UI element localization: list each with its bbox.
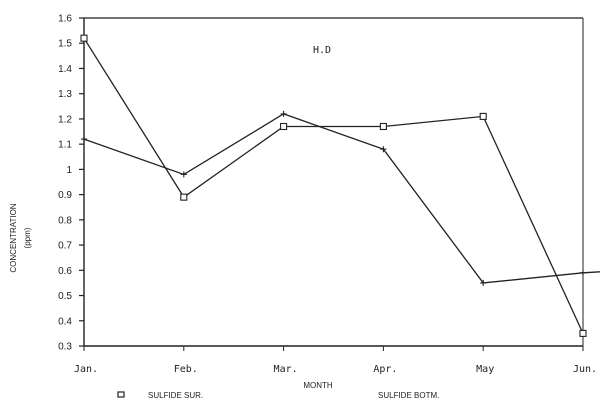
x-tick-label: Jan. bbox=[74, 364, 98, 375]
square-marker-icon bbox=[180, 193, 188, 201]
y-tick-label: 0.6 bbox=[58, 266, 72, 277]
y-axis: 1.6 1.5 1.4 1.3 1.2 1.1 1 0.9 0.8 0.7 0.6 0.5 0.4 0.3 bbox=[58, 14, 84, 353]
x-tick-label: May bbox=[476, 364, 494, 375]
y-tick-label: 1.1 bbox=[58, 140, 72, 151]
legend-label-botm: SULFIDE BOTM. bbox=[378, 391, 439, 400]
y-axis-title: CONCENTRATION bbox=[9, 203, 18, 272]
y-tick-label: 0.3 bbox=[58, 342, 72, 353]
series-line bbox=[83, 37, 584, 334]
legend-label-sur: SULFIDE SUR. bbox=[148, 391, 203, 400]
plus-marker-icon bbox=[280, 110, 287, 117]
legend: SULFIDE SUR. SULFIDE BOTM. bbox=[117, 391, 439, 400]
square-marker-icon bbox=[379, 122, 387, 131]
square-marker-icon bbox=[280, 122, 288, 131]
plus-marker-icon bbox=[580, 269, 586, 276]
y-tick-label: 1.4 bbox=[58, 64, 72, 75]
square-marker-icon bbox=[117, 391, 125, 398]
series-sulfide-botm bbox=[81, 110, 600, 286]
y-tick-label: 1.6 bbox=[58, 14, 72, 25]
y-tick-label: 0.9 bbox=[58, 190, 72, 201]
plus-marker-icon bbox=[180, 171, 187, 178]
series-lines bbox=[80, 34, 600, 337]
y-tick-label: 0.7 bbox=[58, 241, 72, 252]
square-marker-icon bbox=[579, 329, 587, 337]
y-tick-label: 1.5 bbox=[58, 39, 72, 50]
chart-title: H.D bbox=[313, 45, 331, 56]
y-tick-label: 0.8 bbox=[58, 215, 72, 226]
series-sulfide-sur bbox=[80, 34, 587, 337]
square-marker-icon bbox=[479, 112, 487, 120]
y-tick-label: 1.2 bbox=[58, 114, 72, 125]
y-tick-label: 1.3 bbox=[58, 89, 72, 100]
x-tick-label: Mar. bbox=[274, 364, 298, 375]
x-tick-label: Apr. bbox=[373, 364, 397, 375]
plus-marker-icon bbox=[81, 136, 87, 143]
plus-marker-icon bbox=[480, 279, 487, 286]
y-axis-unit: (ppm) bbox=[23, 227, 32, 248]
y-tick-label: 0.4 bbox=[58, 316, 72, 327]
x-tick-label: Jun. bbox=[573, 364, 597, 375]
series-line bbox=[83, 113, 600, 284]
y-tick-label: 0.5 bbox=[58, 291, 72, 302]
x-axis-title: MONTH bbox=[303, 381, 333, 390]
x-tick-label: Feb. bbox=[174, 364, 198, 375]
y-tick-label: 1 bbox=[66, 165, 72, 176]
plot-frame bbox=[83, 17, 584, 347]
plus-marker-icon bbox=[380, 146, 387, 153]
square-marker-icon bbox=[80, 34, 88, 42]
x-axis: Jan. Feb. Mar. Apr. May Jun. bbox=[74, 346, 597, 375]
